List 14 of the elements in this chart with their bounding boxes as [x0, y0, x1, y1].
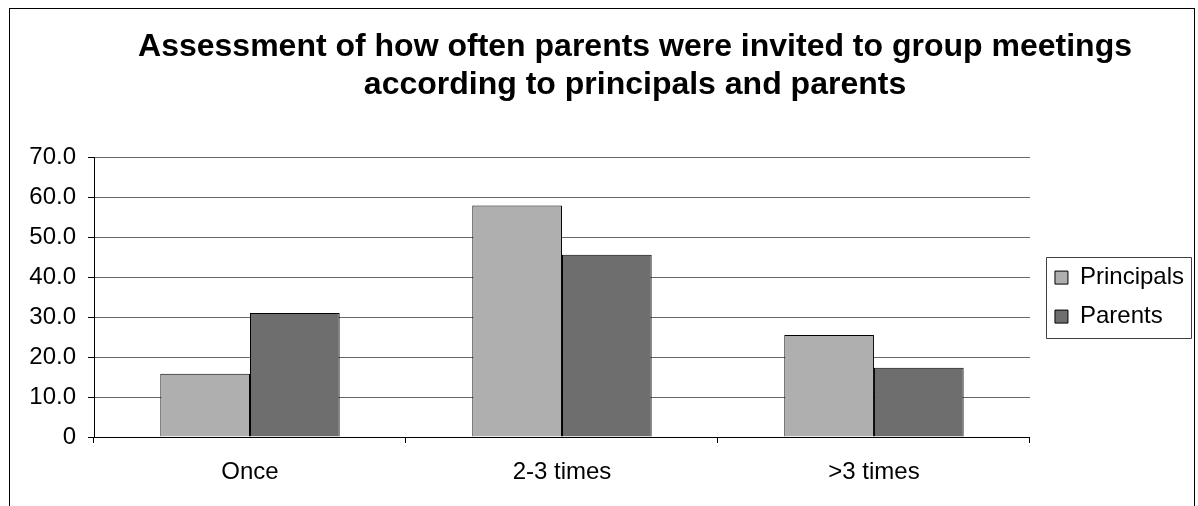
- y-tick-label: 40.0: [29, 261, 76, 289]
- legend-label: Parents: [1079, 301, 1163, 329]
- y-tick-label: 0: [62, 421, 76, 449]
- y-tick-label: 70.0: [29, 141, 76, 169]
- x-tick-label: 2-3 times: [512, 457, 612, 485]
- y-tick-label: 60.0: [29, 181, 76, 209]
- y-tick-label: 10.0: [29, 381, 76, 409]
- y-tick-label: 20.0: [29, 341, 76, 369]
- x-tick-label: >3 times: [828, 457, 920, 485]
- y-tick-label: 30.0: [29, 301, 76, 329]
- x-tick-label: Once: [221, 457, 279, 485]
- chart-title: Assessment of how often parents were invited to group meetings according to principals and parents: [138, 26, 1132, 101]
- legend-label: Principals: [1079, 262, 1185, 290]
- y-tick-label: 50.0: [29, 221, 76, 249]
